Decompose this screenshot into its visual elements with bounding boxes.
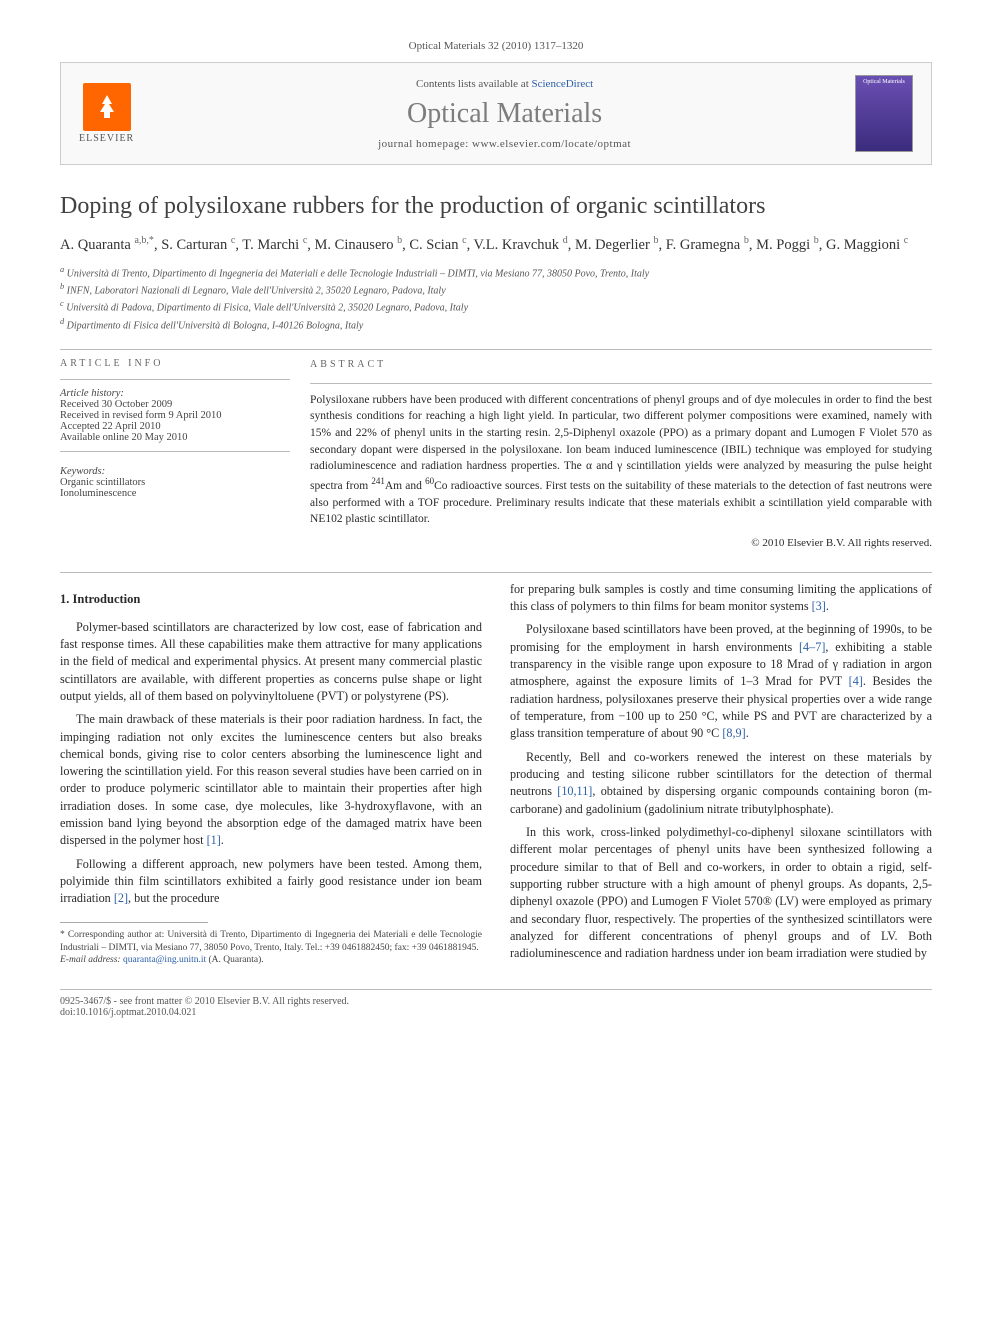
abstract-label: ABSTRACT [310, 358, 932, 373]
citation-link[interactable]: [10,11] [557, 784, 592, 798]
elsevier-label: ELSEVIER [79, 133, 134, 144]
journal-reference: Optical Materials 32 (2010) 1317–1320 [60, 40, 932, 52]
article-history: Received 30 October 2009Received in revi… [60, 399, 290, 443]
introduction-heading: 1. Introduction [60, 591, 482, 609]
elsevier-tree-icon [83, 83, 131, 131]
body-paragraph: Following a different approach, new poly… [60, 856, 482, 908]
journal-name: Optical Materials [154, 98, 855, 130]
abstract-text: Polysiloxane rubbers have been produced … [310, 392, 932, 528]
abstract-copyright: © 2010 Elsevier B.V. All rights reserved… [310, 536, 932, 552]
body-paragraph: In this work, cross-linked polydimethyl-… [510, 824, 932, 963]
body-paragraph: Polymer-based scintillators are characte… [60, 619, 482, 706]
journal-header: ELSEVIER Contents lists available at Sci… [60, 62, 932, 165]
right-column: for preparing bulk samples is costly and… [510, 581, 932, 969]
authors-list: A. Quaranta a,b,*, S. Carturan c, T. Mar… [60, 235, 932, 254]
abstract-column: ABSTRACT Polysiloxane rubbers have been … [310, 358, 932, 552]
sciencedirect-link[interactable]: ScienceDirect [532, 78, 594, 90]
front-matter-line: 0925-3467/$ - see front matter © 2010 El… [60, 996, 349, 1007]
divider [60, 349, 932, 350]
citation-link[interactable]: [8,9] [722, 726, 745, 740]
article-title: Doping of polysiloxane rubbers for the p… [60, 191, 932, 221]
contents-list-line: Contents lists available at ScienceDirec… [154, 78, 855, 90]
elsevier-logo: ELSEVIER [79, 83, 134, 144]
left-column: 1. Introduction Polymer-based scintillat… [60, 581, 482, 969]
article-info-label: ARTICLE INFO [60, 358, 290, 369]
corresponding-author-footnote: * Corresponding author at: Università di… [60, 929, 482, 967]
body-paragraph: Polysiloxane based scintillators have be… [510, 621, 932, 742]
citation-link[interactable]: [1] [207, 833, 221, 847]
article-info-column: ARTICLE INFO Article history: Received 3… [60, 358, 310, 552]
citation-link[interactable]: [4] [849, 674, 863, 688]
divider [60, 572, 932, 573]
citation-link[interactable]: [2] [114, 891, 128, 905]
email-link[interactable]: quaranta@ing.unitn.it [123, 955, 206, 965]
doi-line: doi:10.1016/j.optmat.2010.04.021 [60, 1007, 349, 1018]
keywords-list: Organic scintillatorsIonoluminescence [60, 477, 290, 499]
keywords-heading: Keywords: [60, 466, 290, 477]
body-paragraph: Recently, Bell and co-workers renewed th… [510, 749, 932, 818]
body-paragraph: The main drawback of these materials is … [60, 711, 482, 850]
affiliations-list: a Università di Trento, Dipartimento di … [60, 264, 932, 333]
article-history-heading: Article history: [60, 388, 290, 399]
citation-link[interactable]: [3] [812, 599, 826, 613]
body-paragraph: for preparing bulk samples is costly and… [510, 581, 932, 616]
email-label: E-mail address: [60, 955, 121, 965]
journal-homepage: journal homepage: www.elsevier.com/locat… [154, 138, 855, 150]
footer-line: 0925-3467/$ - see front matter © 2010 El… [60, 989, 932, 1018]
citation-link[interactable]: [4–7] [799, 640, 825, 654]
footnote-separator [60, 922, 208, 923]
journal-cover-thumb: Optical Materials [855, 75, 913, 152]
